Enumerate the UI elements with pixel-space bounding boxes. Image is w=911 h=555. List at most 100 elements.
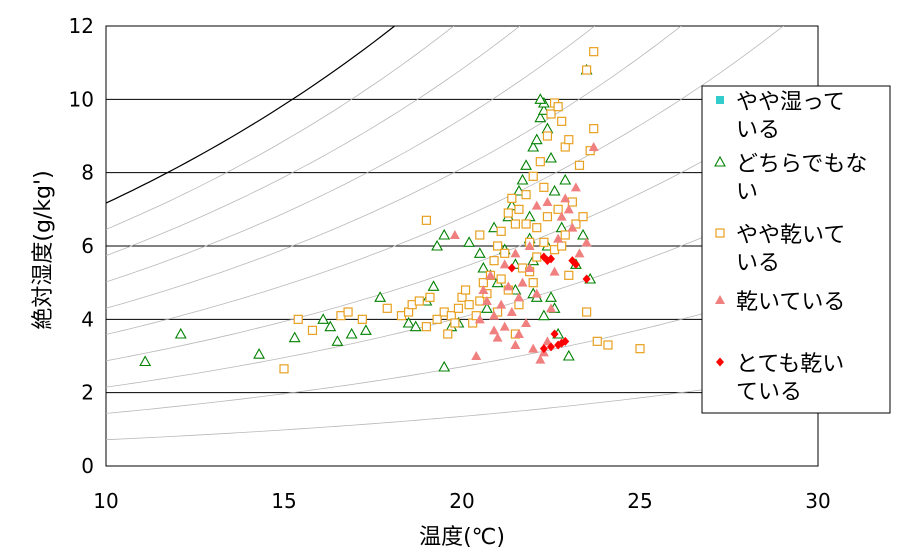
data-point bbox=[520, 159, 533, 170]
data-point bbox=[567, 222, 578, 232]
data-point bbox=[139, 355, 152, 367]
rh-curve bbox=[106, 26, 521, 257]
data-point bbox=[253, 348, 266, 359]
data-point bbox=[514, 204, 524, 214]
data-point bbox=[528, 343, 539, 353]
data-point bbox=[374, 291, 387, 302]
data-point bbox=[564, 270, 574, 280]
data-point bbox=[492, 332, 503, 342]
data-point bbox=[345, 327, 358, 339]
data-point bbox=[357, 314, 367, 324]
data-point bbox=[317, 313, 330, 324]
x-tick-label: 15 bbox=[271, 489, 296, 513]
legend-box bbox=[701, 85, 891, 414]
data-point bbox=[471, 351, 482, 360]
data-point bbox=[510, 340, 521, 349]
data-point bbox=[542, 336, 553, 346]
y-tick-label: 12 bbox=[69, 14, 94, 38]
data-point bbox=[464, 300, 474, 310]
data-point bbox=[474, 314, 485, 324]
data-point bbox=[542, 197, 553, 206]
data-point bbox=[485, 270, 496, 280]
data-point bbox=[563, 204, 574, 214]
data-point bbox=[535, 157, 545, 167]
data-point bbox=[542, 131, 553, 141]
data-point bbox=[530, 133, 543, 145]
data-point bbox=[513, 184, 525, 196]
data-point bbox=[496, 299, 507, 309]
data-point bbox=[343, 307, 353, 317]
data-point bbox=[463, 236, 476, 247]
data-point bbox=[503, 281, 514, 291]
data-point bbox=[324, 320, 337, 332]
data-point bbox=[528, 278, 538, 288]
data-point bbox=[514, 300, 524, 310]
data-point bbox=[409, 320, 422, 332]
rh-curve bbox=[106, 91, 818, 362]
data-point bbox=[564, 135, 574, 145]
data-point bbox=[560, 230, 570, 240]
data-point bbox=[546, 303, 556, 313]
data-point bbox=[574, 248, 585, 258]
data-point bbox=[531, 200, 542, 210]
y-tick-label: 10 bbox=[69, 87, 94, 111]
data-point bbox=[571, 259, 580, 269]
data-point bbox=[537, 104, 550, 115]
data-point bbox=[577, 228, 589, 240]
data-point bbox=[635, 344, 645, 354]
data-point bbox=[553, 102, 563, 112]
data-point bbox=[559, 173, 572, 185]
legend-marker bbox=[716, 96, 724, 104]
data-point bbox=[574, 160, 585, 170]
data-point bbox=[527, 140, 540, 152]
data-point bbox=[500, 248, 510, 258]
data-point bbox=[438, 360, 451, 372]
x-tick-label: 20 bbox=[449, 489, 474, 513]
data-point bbox=[421, 215, 431, 225]
data-point bbox=[432, 314, 442, 324]
rh-curve bbox=[106, 26, 596, 283]
data-point bbox=[582, 274, 591, 284]
data-point bbox=[539, 237, 549, 247]
data-point bbox=[506, 307, 517, 316]
y-axis-ticks: 0 2 4 6 8 10 12 bbox=[69, 14, 94, 478]
legend-label: とても乾い bbox=[736, 352, 844, 377]
data-point bbox=[589, 124, 599, 134]
data-point bbox=[477, 261, 490, 273]
data-point bbox=[431, 239, 444, 251]
legend-label: やや乾いて bbox=[736, 223, 845, 248]
data-point bbox=[549, 266, 560, 276]
legend-label: いる bbox=[736, 251, 780, 276]
saturation-curve bbox=[106, 26, 396, 204]
data-point bbox=[489, 310, 500, 320]
legend-label: やや湿って bbox=[736, 90, 845, 115]
data-point bbox=[493, 241, 503, 251]
data-point bbox=[556, 211, 567, 221]
data-point bbox=[603, 340, 613, 350]
data-point bbox=[537, 309, 550, 321]
legend-label: 乾いている bbox=[736, 290, 845, 315]
data-point bbox=[545, 151, 557, 163]
x-tick-label: 30 bbox=[805, 489, 830, 513]
data-point bbox=[557, 116, 567, 126]
data-point bbox=[402, 316, 415, 328]
data-point bbox=[499, 321, 510, 331]
data-point bbox=[489, 325, 500, 335]
data-point bbox=[521, 219, 531, 229]
data-point bbox=[489, 256, 499, 266]
data-point bbox=[588, 142, 599, 151]
data-point bbox=[443, 329, 453, 339]
data-point bbox=[513, 292, 524, 302]
data-point bbox=[414, 296, 424, 306]
data-point bbox=[535, 354, 546, 364]
data-point bbox=[307, 325, 318, 335]
data-point bbox=[279, 364, 289, 374]
x-axis-ticks: 10 15 20 25 30 bbox=[93, 489, 830, 513]
data-point bbox=[496, 226, 506, 236]
data-point bbox=[288, 331, 301, 343]
data-point bbox=[174, 327, 187, 339]
y-tick-label: 6 bbox=[81, 234, 94, 258]
